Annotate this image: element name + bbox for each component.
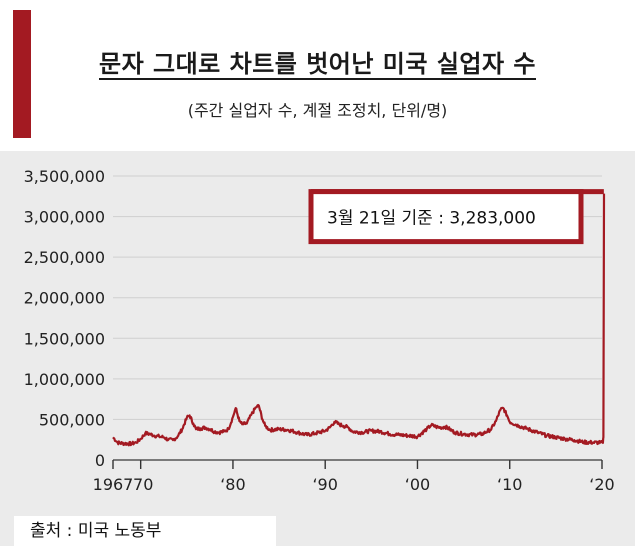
header-panel: 문자 그대로 차트를 벗어난 미국 실업자 수 (주간 실업자 수, 계절 조정… xyxy=(0,0,635,151)
x-tick-label: ‘80 xyxy=(220,475,245,494)
series-line xyxy=(112,193,606,447)
accent-bar xyxy=(13,10,31,138)
x-tick-label: ‘90 xyxy=(312,475,337,494)
source-note: 출처 : 미국 노동부 xyxy=(14,516,276,546)
x-axis: 1967‘70 ‘80 ‘90 ‘00 ‘10 ‘20 xyxy=(93,460,615,494)
y-tick-label: 3,000,000 xyxy=(24,208,105,227)
x-tick-label: 1967 xyxy=(93,475,134,494)
y-tick-label: 3,500,000 xyxy=(24,167,105,186)
annotation-label: 3월 21일 기준 : 3,283,000 xyxy=(327,209,536,229)
x-tick-label: ‘00 xyxy=(405,475,430,494)
y-tick-label: 0 xyxy=(95,451,105,470)
y-tick-label: 500,000 xyxy=(39,410,105,429)
annotation: 3월 21일 기준 : 3,283,000 xyxy=(308,189,604,245)
x-tick-label: ‘70 xyxy=(128,475,153,494)
annotation-box xyxy=(308,189,584,245)
x-tick-label: ‘20 xyxy=(589,475,614,494)
y-tick-label: 2,000,000 xyxy=(24,289,105,308)
y-axis-ticks: 0 500,000 1,000,000 1,500,000 2,000,000 2,500… xyxy=(24,167,105,470)
chart-title: 문자 그대로 차트를 벗어난 미국 실업자 수 xyxy=(99,50,536,78)
y-tick-label: 1,000,000 xyxy=(24,370,105,389)
gridlines xyxy=(113,175,602,461)
y-tick-label: 2,500,000 xyxy=(24,248,105,267)
y-tick-label: 1,500,000 xyxy=(24,329,105,348)
chart-subtitle: (주간 실업자 수, 계절 조정치, 단위/명) xyxy=(187,101,448,120)
x-tick-label: ‘10 xyxy=(497,475,522,494)
